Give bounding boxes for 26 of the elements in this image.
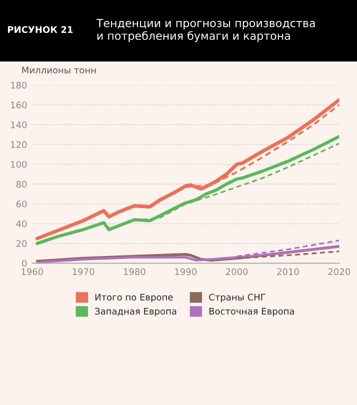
line-series (36, 134, 340, 246)
chart-title: Тенденции и прогнозы производства и потребления бумаги и картона (96, 19, 315, 42)
legend-label: Восточная Европа (209, 308, 294, 316)
y-tick-label: 140 (11, 121, 27, 128)
y-tick-label: 100 (11, 160, 27, 168)
y-tick-label: 40 (16, 220, 27, 228)
x-tick-label: 2010 (277, 268, 299, 276)
y-tick-label: 60 (16, 200, 27, 208)
y-tick-label: 20 (16, 240, 27, 248)
y-tick-label: 160 (11, 102, 27, 108)
x-tick-label: 1970 (72, 268, 94, 276)
text: РИСУНОК 21 (8, 26, 73, 33)
y-tick-label: 80 (16, 180, 27, 188)
legend-label: Страны СНГ (209, 294, 266, 302)
x-tick-label: 1990 (175, 268, 197, 276)
x-tick-label: 1980 (124, 268, 146, 276)
line-series (35, 98, 340, 240)
y-tick-label: 120 (11, 141, 27, 148)
legend-label: Западная Европа (95, 308, 176, 316)
x-tick-label: 1960 (22, 268, 44, 276)
y-tick-label: 0 (22, 260, 27, 267)
x-tick-label: 2000 (226, 268, 248, 276)
y-tick-label: 180 (11, 82, 27, 89)
x-tick-label: 2020 (328, 268, 350, 276)
y-axis-title: Миллионы тонн (22, 66, 96, 74)
legend-label: Итого по Европе (95, 294, 173, 302)
